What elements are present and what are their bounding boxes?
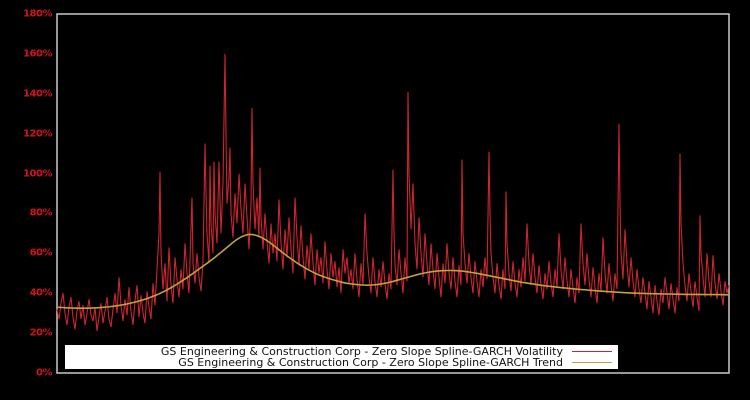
legend-row-volatility: GS Engineering & Construction Corp - Zer… (71, 346, 612, 357)
legend-label-volatility: GS Engineering & Construction Corp - Zer… (160, 345, 563, 358)
y-axis-tick-label: 180% (23, 8, 52, 20)
y-axis-tick-label: 120% (23, 128, 52, 140)
y-axis-tick-label: 60% (29, 247, 53, 259)
y-axis-tick-label: 140% (23, 88, 52, 100)
volatility-line-sample-icon (572, 351, 612, 352)
plot-area-border (56, 13, 730, 374)
y-axis-tick-label: 160% (23, 48, 52, 60)
y-axis-tick-label: 40% (29, 287, 53, 299)
y-axis-tick-label: 80% (29, 207, 53, 219)
legend-row-trend: GS Engineering & Construction Corp - Zer… (71, 357, 612, 368)
y-axis-tick-label: 100% (23, 168, 52, 180)
legend-label-trend: GS Engineering & Construction Corp - Zer… (178, 356, 563, 369)
legend: GS Engineering & Construction Corp - Zer… (65, 345, 618, 369)
trend-line (56, 233, 730, 310)
trend-line-sample-icon (572, 362, 612, 363)
y-axis-tick-label: 0% (36, 367, 52, 379)
volatility-line (56, 53, 730, 332)
y-axis-tick-label: 20% (29, 327, 53, 339)
